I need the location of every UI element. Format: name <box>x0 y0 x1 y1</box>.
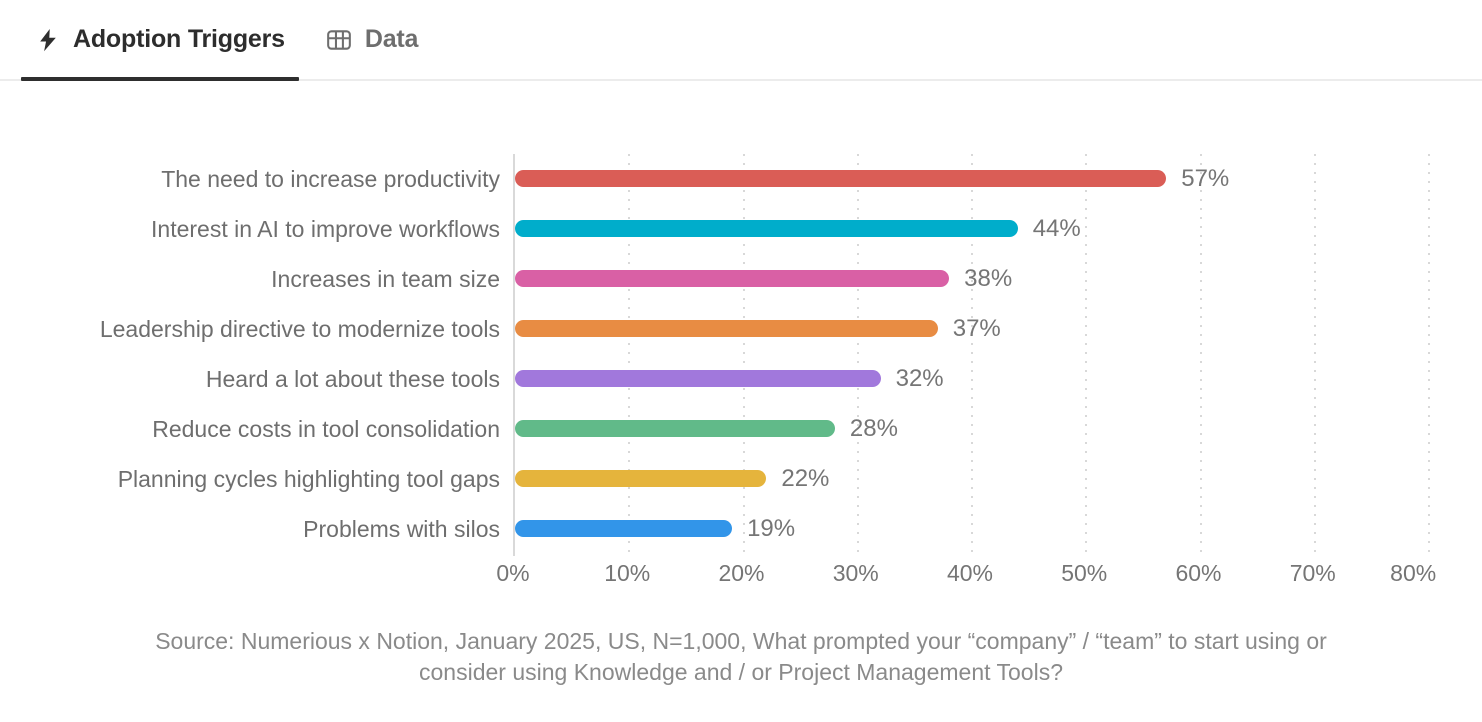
category-label: Heard a lot about these tools <box>205 366 500 392</box>
x-tick-label: 20% <box>718 560 765 586</box>
x-tick-label: 50% <box>1061 560 1108 586</box>
gridline <box>856 154 859 556</box>
category-label: Problems with silos <box>303 516 500 542</box>
tab-adoption-triggers[interactable]: Adoption Triggers <box>21 0 299 81</box>
x-tick-label: 40% <box>946 560 994 586</box>
x-tick-label: 80% <box>1390 560 1437 586</box>
tab-label: Data <box>364 25 419 53</box>
gridline <box>1085 154 1088 556</box>
bar-value-label: 19% <box>747 515 796 542</box>
category-axis: The need to increase productivity Interes… <box>0 154 500 554</box>
bar-value-label: 38% <box>964 265 1013 292</box>
bar-value-label: 37% <box>952 315 1001 342</box>
bar <box>515 170 1167 187</box>
tab-bar: Adoption Triggers Data <box>0 0 1482 81</box>
bar <box>515 270 950 287</box>
category-label: Reduce costs in tool consolidation <box>152 416 500 442</box>
active-tab-indicator <box>21 77 299 81</box>
bar <box>515 520 733 537</box>
gridline <box>742 154 745 556</box>
bar-value-label: 22% <box>781 465 830 492</box>
x-tick-label: 10% <box>604 560 651 586</box>
source-note: Source: Numerious x Notion, January 2025… <box>0 626 1482 688</box>
gridline <box>971 154 973 556</box>
bar <box>515 470 767 487</box>
tab-label: Adoption Triggers <box>73 25 285 53</box>
source-note-line: consider using Knowledge and / or Projec… <box>419 659 1063 685</box>
bar <box>515 420 835 437</box>
bar-value-label: 28% <box>849 415 898 442</box>
gridline <box>628 154 631 556</box>
tab-data[interactable]: Data <box>311 0 432 79</box>
gridline <box>1428 154 1430 556</box>
x-tick-label: 30% <box>832 560 879 586</box>
x-tick-label: 0% <box>496 560 530 586</box>
gridline <box>1199 154 1202 556</box>
table-icon <box>325 27 353 53</box>
category-label: The need to increase productivity <box>161 166 500 192</box>
gridline <box>1313 154 1316 556</box>
category-label: Leadership directive to modernize tools <box>99 316 500 342</box>
category-label: Planning cycles highlighting tool gaps <box>117 466 500 492</box>
category-label: Interest in AI to improve workflows <box>151 216 500 242</box>
category-label: Increases in team size <box>271 266 500 292</box>
x-axis: 0% 10% 20% 30% 40% 50% 60% 70% 80% <box>496 560 1436 594</box>
bar-value-label: 57% <box>1181 165 1230 192</box>
x-tick-label: 70% <box>1289 560 1336 586</box>
bar-value-label: 32% <box>895 365 944 392</box>
bar <box>515 320 938 337</box>
bar-value-label: 44% <box>1032 215 1081 242</box>
bar <box>515 370 881 387</box>
x-tick-label: 60% <box>1175 560 1222 586</box>
bar <box>515 220 1018 237</box>
plot-area: 57% 44% 38% 37% 32% 28% 22% 19% <box>513 154 1430 556</box>
source-note-line: Source: Numerious x Notion, January 2025… <box>155 628 1327 654</box>
lightning-bolt-icon <box>35 26 61 54</box>
